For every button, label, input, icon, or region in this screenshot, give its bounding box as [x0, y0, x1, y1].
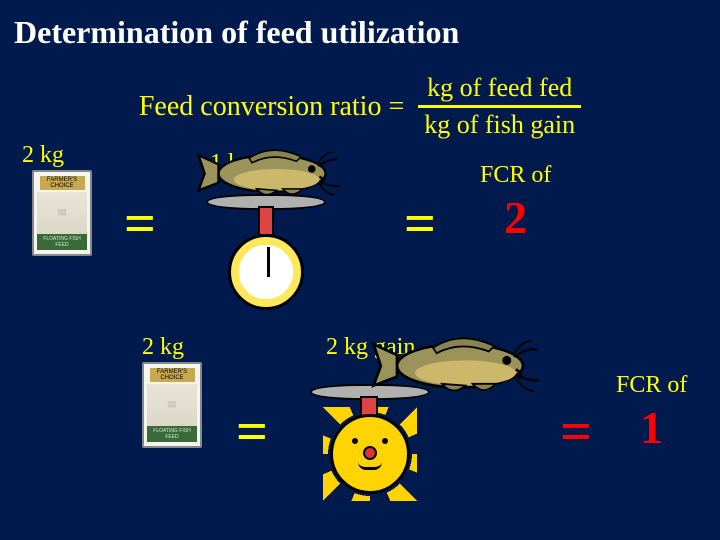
formula-denominator: kg of fish gain [418, 108, 581, 140]
fcr-label: FCR of [616, 372, 687, 399]
equals-sign-red: = [560, 400, 592, 464]
feed-amount-label-1: 2 kg [22, 142, 64, 169]
equals-sign: = [404, 192, 436, 256]
fish-icon [196, 138, 349, 206]
page-title: Determination of feed utilization [0, 0, 720, 51]
example-row-2: 2 kg FARMER'S CHOICE ░░ FLOATING FISH FE… [0, 340, 720, 520]
feedbag-footer: FLOATING FISH FEED [147, 426, 197, 442]
fcr-result-1: FCR of 2 [480, 162, 551, 244]
formula-lhs: Feed conversion ratio = [139, 91, 404, 123]
fcr-value: 2 [504, 191, 527, 244]
equals-sign: = [124, 192, 156, 256]
fish-icon [370, 324, 550, 404]
fcr-value: 1 [640, 401, 663, 454]
fcr-formula: Feed conversion ratio = kg of feed fed k… [0, 73, 720, 140]
feedbag-art: ░░ [147, 384, 197, 426]
feedbag-brand: FARMER'S CHOICE [150, 368, 195, 382]
feedbag-icon: FARMER'S CHOICE ░░ FLOATING FISH FEED [142, 362, 202, 448]
fcr-label: FCR of [480, 162, 551, 189]
feedbag-brand: FARMER'S CHOICE [40, 176, 85, 190]
feedbag-art: ░░ [37, 192, 87, 234]
feedbag-footer: FLOATING FISH FEED [37, 234, 87, 250]
equals-sign: = [236, 400, 268, 464]
formula-fraction: kg of feed fed kg of fish gain [418, 73, 581, 140]
feed-amount-label-2: 2 kg [142, 334, 184, 361]
feedbag-icon: FARMER'S CHOICE ░░ FLOATING FISH FEED [32, 170, 92, 256]
formula-numerator: kg of feed fed [421, 73, 578, 105]
example-row-1: 2 kg FARMER'S CHOICE ░░ FLOATING FISH FE… [0, 146, 720, 336]
fcr-result-2: FCR of 1 [616, 372, 687, 454]
